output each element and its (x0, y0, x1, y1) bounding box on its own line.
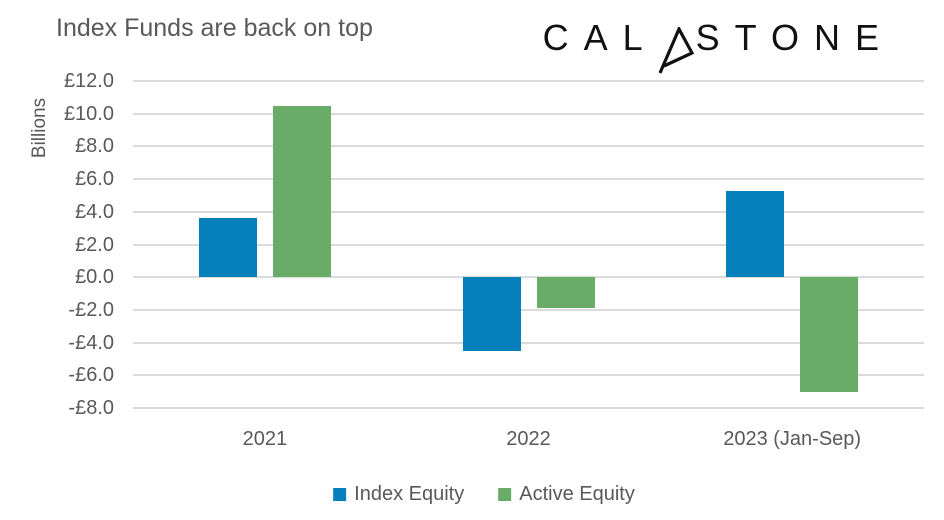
gridline-10 (133, 112, 924, 115)
gridline--4 (133, 341, 924, 344)
legend-swatch-icon (333, 488, 347, 501)
x-axis-label-2023-Jan-Sep-: 2023 (Jan-Sep) (723, 428, 862, 450)
y-tick-label: -£8.0 (68, 397, 114, 419)
legend: Index Equity Active Equity (333, 483, 635, 506)
gridline-8 (133, 145, 924, 148)
bar-active-equity-2022 (536, 277, 595, 309)
legend-item-active-equity: Active Equity (498, 483, 635, 506)
logo-text-cal: CAL (542, 17, 658, 58)
bar-index-equity-2022 (462, 277, 521, 351)
calastone-logo: CAL STONE (543, 20, 894, 81)
bar-active-equity-2021 (272, 105, 331, 278)
bar-index-equity-2023-Jan-Sep- (726, 190, 785, 278)
gridline-0 (133, 276, 924, 279)
y-axis-title: Billions (29, 97, 50, 159)
legend-label: Index Equity (354, 483, 465, 505)
gridline-2 (133, 243, 924, 246)
y-tick-label: £0.0 (75, 266, 114, 289)
gridline-6 (133, 178, 924, 181)
bar-active-equity-2023-Jan-Sep- (800, 277, 859, 392)
y-tick-label: £12.0 (63, 70, 114, 92)
bar-index-equity-2021 (198, 218, 257, 278)
y-tick-label: -£2.0 (68, 298, 114, 321)
y-tick-label: £2.0 (75, 233, 114, 256)
gridline--8 (133, 407, 924, 409)
gridline--6 (133, 374, 924, 377)
y-tick-label: £8.0 (75, 135, 114, 158)
logo-text-stone: STONE (695, 17, 894, 58)
legend-item-index-equity: Index Equity (333, 483, 464, 506)
legend-swatch-icon (498, 488, 512, 501)
y-tick-label: £6.0 (75, 168, 114, 191)
gridline--2 (133, 308, 924, 311)
y-tick-label: £4.0 (75, 200, 114, 223)
x-axis-label-2022: 2022 (506, 428, 551, 450)
y-tick-label: £10.0 (63, 102, 114, 125)
gridline-12 (133, 80, 924, 82)
y-tick-label: -£6.0 (68, 364, 114, 387)
x-axis-label-2021: 2021 (242, 428, 288, 450)
y-tick-label: -£4.0 (68, 331, 114, 354)
legend-label: Active Equity (519, 483, 635, 505)
calastone-a-icon (658, 20, 696, 81)
gridline-4 (133, 210, 924, 213)
chart-title: Index Funds are back on top (56, 14, 373, 42)
